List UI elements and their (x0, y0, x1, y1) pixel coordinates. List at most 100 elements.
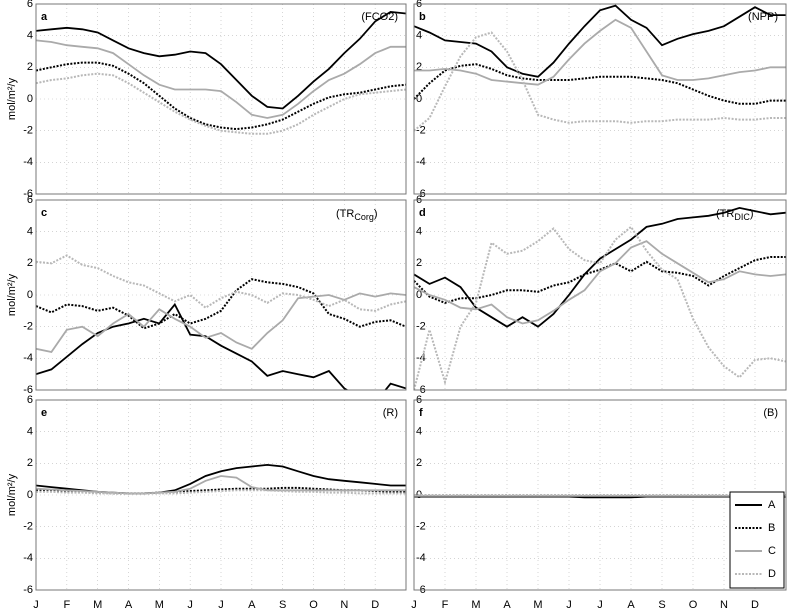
y-tick-label: -6 (23, 384, 33, 396)
y-tick-label: -4 (23, 156, 33, 168)
panel-label: d (419, 207, 426, 219)
annotation-end: ) (750, 208, 754, 220)
y-tick-label: -2 (416, 321, 426, 333)
plot-area (414, 206, 786, 390)
series-line (36, 463, 406, 495)
x-tick-label: A (503, 599, 511, 611)
x-tick-label: J (218, 599, 224, 611)
x-tick-label: M (533, 599, 542, 611)
series-line (414, 225, 786, 390)
y-tick-label: 6 (27, 0, 33, 10)
plot-area (36, 463, 406, 495)
y-tick-label: -6 (23, 584, 33, 596)
y-tick-label: -2 (23, 321, 33, 333)
panel-label: f (419, 407, 423, 419)
y-tick-label: -2 (23, 125, 33, 137)
panel-frame (413, 399, 787, 591)
series-line (414, 31, 786, 132)
panel-annotation: (FCO2) (361, 11, 398, 23)
y-tick-label: -4 (23, 552, 33, 564)
panel-annotation: (B) (763, 407, 778, 419)
y-tick-label: 4 (27, 426, 33, 438)
x-tick-label: O (689, 599, 698, 611)
panel-label: e (41, 407, 47, 419)
panel-label: a (41, 11, 48, 23)
legend-label: B (768, 522, 775, 534)
series-line (36, 292, 406, 354)
y-tick-label: 0 (416, 289, 422, 301)
x-tick-label: A (627, 599, 635, 611)
annotation-sub: Corg (354, 212, 374, 222)
panel-frame (413, 3, 787, 195)
panel-annotation: (TRCorg) (336, 208, 378, 222)
x-tick-label: S (279, 599, 286, 611)
panel-label: c (41, 207, 47, 219)
y-tick-label: 2 (27, 457, 33, 469)
plot-area (414, 4, 786, 132)
legend-label: C (768, 545, 776, 557)
plot-area (36, 254, 406, 390)
panel-annotation: (R) (383, 407, 398, 419)
series-line (414, 18, 786, 86)
x-tick-label: D (751, 599, 759, 611)
x-tick-label: F (63, 599, 70, 611)
x-tick-label: M (93, 599, 102, 611)
y-tick-label: 6 (416, 0, 422, 10)
y-axis-label: mol/m²/y (6, 77, 18, 120)
series-line (414, 4, 786, 78)
y-tick-label: 2 (416, 257, 422, 269)
y-tick-label: -4 (23, 352, 33, 364)
y-tick-label: 4 (416, 226, 422, 238)
legend-box (729, 491, 785, 589)
plot-area (414, 494, 786, 499)
x-tick-label: F (442, 599, 449, 611)
series-line (414, 256, 786, 304)
plot-area (36, 10, 406, 135)
x-tick-label: M (471, 599, 480, 611)
annotation-text: (TR (336, 208, 354, 220)
y-tick-label: 4 (27, 30, 33, 42)
x-tick-label: N (340, 599, 348, 611)
series-line (36, 475, 406, 495)
x-tick-label: M (155, 599, 164, 611)
y-tick-label: -4 (416, 352, 426, 364)
x-tick-label: D (371, 599, 379, 611)
series-line (36, 72, 406, 135)
y-tick-label: -2 (416, 125, 426, 137)
y-tick-label: 6 (27, 194, 33, 206)
series-line (36, 10, 406, 110)
panel-annotation: (NPP) (748, 11, 778, 23)
y-tick-label: 4 (416, 30, 422, 42)
panel-frame (35, 399, 407, 591)
y-tick-label: 0 (27, 93, 33, 105)
x-tick-label: J (566, 599, 572, 611)
series-line (414, 206, 786, 328)
y-tick-label: -6 (23, 188, 33, 200)
panel-frame (35, 3, 407, 195)
legend-label: A (768, 499, 776, 511)
annotation-sub: DIC (734, 212, 750, 222)
y-tick-label: 0 (27, 289, 33, 301)
x-tick-label: N (720, 599, 728, 611)
x-tick-label: O (309, 599, 318, 611)
legend-label: D (768, 568, 776, 580)
series-line (36, 278, 406, 330)
series-line (36, 39, 406, 119)
y-tick-label: -4 (416, 552, 426, 564)
series-line (414, 240, 786, 325)
y-tick-label: 2 (27, 257, 33, 269)
x-tick-label: J (187, 599, 193, 611)
series-line (414, 63, 786, 105)
series-line (36, 302, 406, 390)
y-tick-label: 0 (27, 489, 33, 501)
annotation-end: ) (374, 208, 378, 220)
series-line (36, 61, 406, 131)
x-tick-label: J (411, 599, 417, 611)
x-tick-label: A (125, 599, 133, 611)
panel-annotation: (TRDIC) (716, 208, 754, 222)
series-line (36, 489, 406, 495)
y-tick-label: -4 (416, 156, 426, 168)
panel-frame (413, 199, 787, 391)
y-tick-label: -2 (416, 521, 426, 533)
